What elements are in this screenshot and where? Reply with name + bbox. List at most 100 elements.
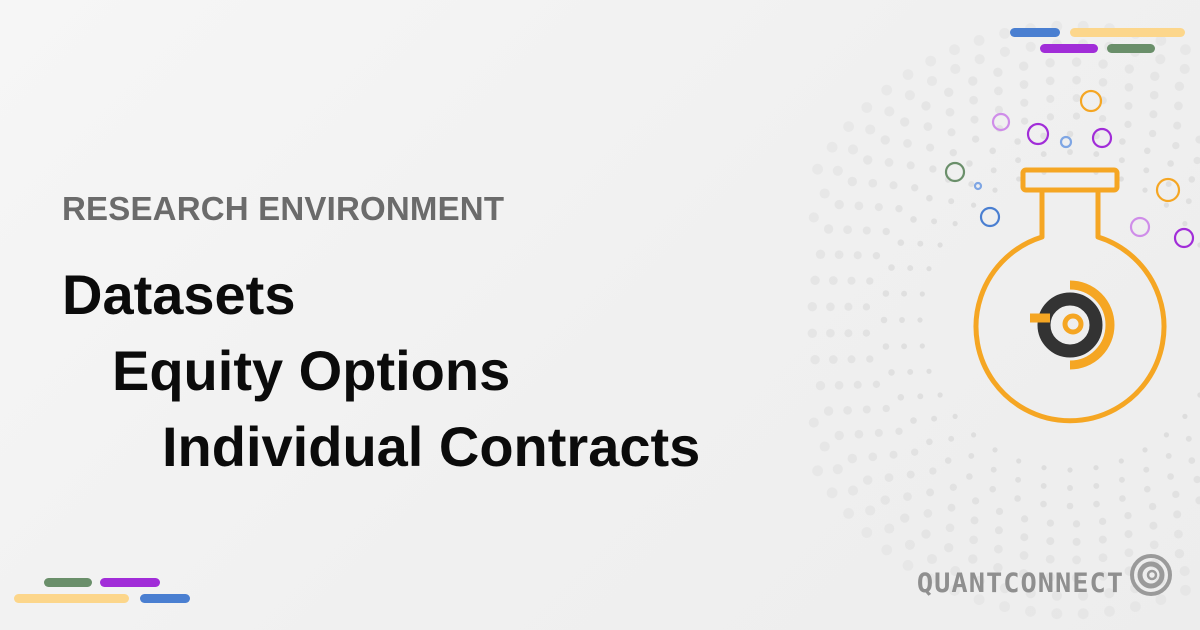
decorative-dot <box>889 181 898 190</box>
decorative-dot <box>944 543 954 553</box>
decorative-dot <box>832 464 843 475</box>
decorative-dot <box>929 165 937 173</box>
decorative-dot <box>889 450 898 459</box>
decorative-dot <box>926 553 938 565</box>
decorative-dot <box>1045 554 1055 564</box>
decorative-dot <box>1143 466 1150 473</box>
decorative-dot <box>929 467 937 475</box>
decorative-dot <box>828 355 838 364</box>
decorative-dot <box>1051 608 1063 620</box>
decorative-dot <box>1045 76 1055 86</box>
decorative-dot <box>847 453 857 464</box>
decorative-dot <box>1124 101 1133 110</box>
decorative-dot <box>1185 435 1192 442</box>
decorative-dot <box>968 452 975 459</box>
decorative-dot <box>937 392 943 398</box>
decorative-dot <box>1046 537 1055 546</box>
decorative-dot <box>990 466 997 473</box>
decorative-dot <box>945 523 955 533</box>
decorative-dot <box>926 368 932 374</box>
decorative-dot <box>843 405 852 415</box>
decorative-dot <box>989 147 996 155</box>
decorative-dot <box>1098 535 1107 544</box>
decorative-dot <box>808 417 819 428</box>
decorative-dot <box>1072 75 1081 85</box>
bubble-icon <box>1155 177 1181 203</box>
decorative-dot <box>888 369 895 376</box>
decorative-dot <box>1124 82 1134 92</box>
decorative-dot <box>1124 120 1132 129</box>
decorative-dot <box>897 239 905 246</box>
decorative-dot <box>993 563 1003 573</box>
decorative-dot <box>1016 458 1022 464</box>
decorative-dot <box>1072 520 1081 528</box>
decorative-dot <box>1040 132 1047 140</box>
decorative-dot <box>911 184 919 192</box>
title-line-2: Equity Options <box>112 339 511 402</box>
decorative-dot <box>854 429 864 439</box>
decorative-dot <box>1020 98 1029 107</box>
decorative-dot <box>1066 130 1074 138</box>
decorative-dot <box>872 380 881 388</box>
decorative-dot <box>826 487 838 499</box>
decorative-dot <box>1016 176 1022 182</box>
decorative-dot <box>992 447 998 453</box>
decorative-dot <box>950 566 961 577</box>
bubble-icon <box>1173 227 1195 249</box>
decorative-dot <box>1098 553 1108 563</box>
eyebrow-label: RESEARCH ENVIRONMENT <box>62 190 505 227</box>
decorative-dot <box>945 107 955 117</box>
decorative-dot <box>1174 529 1183 539</box>
decorative-dot <box>1142 447 1148 453</box>
decorative-dot <box>902 560 914 571</box>
decorative-dot <box>1045 58 1055 68</box>
decorative-dot <box>999 28 1010 39</box>
decorative-dot <box>1124 64 1135 74</box>
decorative-dot <box>968 554 978 564</box>
bottom-yellow-bar <box>14 594 129 603</box>
decorative-dot <box>1098 59 1108 69</box>
decorative-dot <box>1072 537 1081 546</box>
decorative-dot <box>1149 90 1159 100</box>
decorative-dot <box>815 249 826 259</box>
decorative-dot <box>888 264 895 271</box>
decorative-dot <box>1015 157 1022 164</box>
decorative-dot <box>810 275 820 285</box>
decorative-dot <box>1155 54 1166 65</box>
brand-wordmark: QUANTCONNECT <box>916 568 1124 599</box>
decorative-dot <box>1019 551 1029 560</box>
decorative-dot <box>1066 502 1074 510</box>
decorative-dot <box>947 503 956 512</box>
decorative-dot <box>966 160 973 167</box>
decorative-dot <box>1163 432 1169 438</box>
decorative-dot <box>862 329 871 337</box>
decorative-dot <box>1015 476 1022 483</box>
decorative-dot <box>881 84 893 96</box>
decorative-dot <box>949 584 960 596</box>
decorative-dot <box>931 218 938 225</box>
decorative-dot <box>847 485 859 496</box>
decorative-dot <box>1019 569 1029 579</box>
decorative-dot <box>994 544 1003 554</box>
decorative-dot <box>944 457 952 464</box>
decorative-dot <box>952 221 958 227</box>
decorative-dot <box>1155 35 1167 46</box>
bubble-icon <box>944 161 966 183</box>
decorative-dot <box>925 55 937 67</box>
decorative-dot <box>926 194 933 202</box>
decorative-dot <box>925 573 937 585</box>
decorative-dot <box>1072 112 1081 120</box>
decorative-dot <box>815 381 826 391</box>
bubble-icon <box>1091 127 1113 149</box>
decorative-dot <box>1067 149 1073 155</box>
decorative-dot <box>1150 71 1160 82</box>
decorative-dot <box>902 69 914 80</box>
decorative-dot <box>1180 44 1191 56</box>
decorative-dot <box>1093 151 1100 158</box>
decorative-dot <box>1077 608 1089 620</box>
decorative-dot <box>910 417 917 424</box>
decorative-dot <box>1167 473 1174 480</box>
decorative-dot <box>910 216 917 223</box>
decorative-dot <box>1148 129 1157 138</box>
decorative-dot <box>911 448 919 456</box>
